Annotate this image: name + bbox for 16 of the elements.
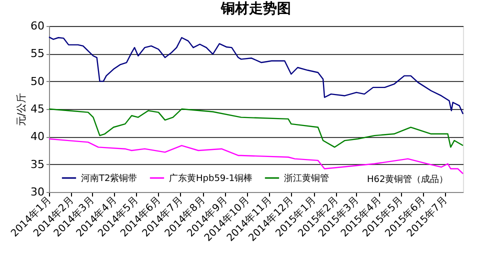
y-tick-label: 40 [30,130,44,144]
y-axis-title: 元/公斤 [16,92,28,126]
annotation: H62黄铜管（成品） [367,174,448,185]
y-tick-label: 60 [30,20,44,32]
line-series [48,138,464,174]
y-tick-label: 35 [30,158,44,171]
legend-label: 河南T2紫铜带 [81,173,138,184]
legend-label: 浙江黄铜管 [284,173,329,184]
y-tick-label: 30 [30,186,44,198]
y-tick-label: 50 [30,74,44,88]
chart-title: 铜材走势图 [220,1,291,17]
legend-label: 广东黄Hpb59-1铜棒 [169,173,253,184]
y-tick-label: 45 [30,102,44,116]
y-tick-label: 55 [30,47,44,60]
line-series [48,36,464,115]
line-series [48,108,464,148]
